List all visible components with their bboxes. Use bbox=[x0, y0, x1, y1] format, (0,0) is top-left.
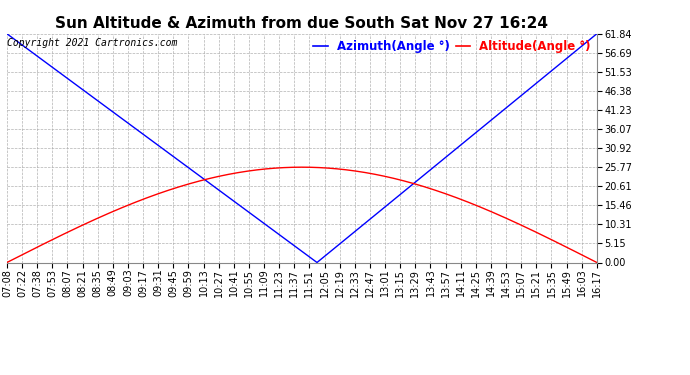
Title: Sun Altitude & Azimuth from due South Sat Nov 27 16:24: Sun Altitude & Azimuth from due South Sa… bbox=[55, 16, 549, 31]
Text: Copyright 2021 Cartronics.com: Copyright 2021 Cartronics.com bbox=[8, 38, 178, 48]
Legend: Azimuth(Angle °), Altitude(Angle °): Azimuth(Angle °), Altitude(Angle °) bbox=[308, 35, 595, 57]
